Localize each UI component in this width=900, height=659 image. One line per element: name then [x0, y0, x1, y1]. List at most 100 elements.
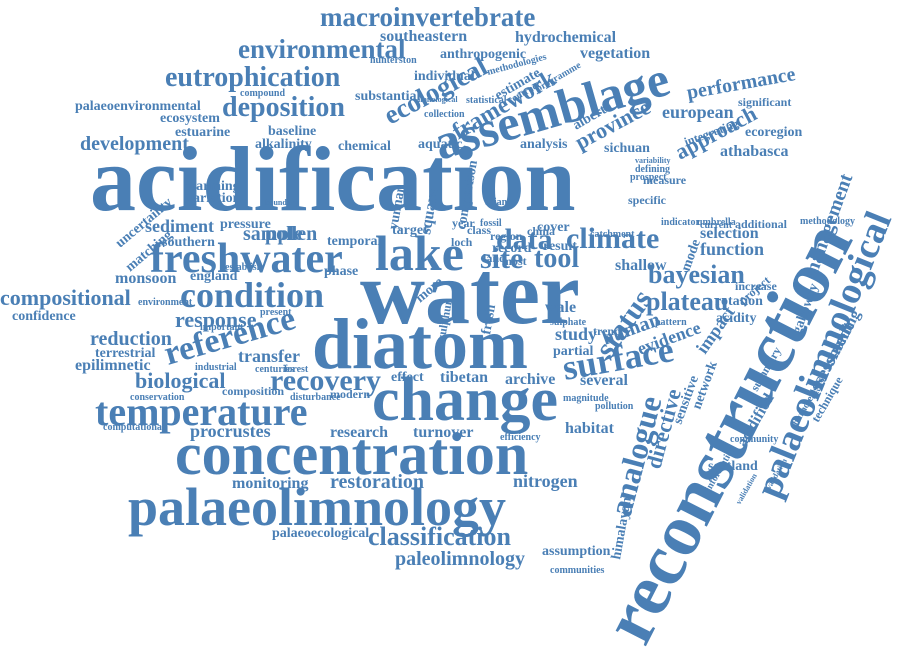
word-77: ecoregion	[745, 125, 802, 140]
word-100: significant	[738, 95, 791, 109]
word-62: function	[700, 239, 764, 259]
word-112: aquatic	[418, 137, 462, 152]
word-124: modern	[330, 387, 370, 401]
word-176: communities	[550, 565, 605, 576]
word-86: confidence	[12, 309, 76, 324]
word-177: sulphate	[550, 317, 587, 328]
word-143: wale	[545, 299, 576, 316]
word-150: result	[543, 239, 577, 254]
word-72: baseline	[268, 124, 316, 139]
word-3: change	[372, 366, 558, 434]
word-120: effect	[391, 370, 424, 385]
word-8: lake	[375, 225, 464, 281]
word-133: industrial	[195, 362, 237, 373]
word-5: concentration	[175, 421, 528, 487]
word-68: anthropogenic	[440, 47, 526, 62]
word-121: composition	[222, 384, 284, 398]
word-55: archive	[505, 371, 555, 388]
word-122: computational	[103, 422, 165, 433]
word-44: nitrogen	[513, 471, 578, 491]
word-79: ecosystem	[160, 111, 220, 126]
word-166: current	[700, 220, 733, 231]
word-73: chemical	[338, 139, 391, 154]
word-28: tool	[534, 243, 579, 274]
word-85: pressure	[220, 217, 271, 232]
word-30: plateau	[646, 287, 728, 316]
word-23: classification	[368, 522, 512, 551]
word-31: response	[175, 307, 257, 332]
word-11: condition	[180, 275, 324, 315]
word-37: development	[80, 133, 189, 155]
word-49: transfer	[238, 346, 300, 366]
word-128: acidity	[716, 311, 756, 326]
word-178: catchment	[590, 229, 635, 240]
word-154: asian	[485, 197, 508, 208]
word-160: compound	[240, 88, 285, 99]
word-152: china	[527, 224, 555, 238]
word-80: warming	[186, 179, 240, 194]
word-117: class	[467, 223, 491, 237]
word-18: deposition	[222, 92, 345, 123]
word-45: monitoring	[232, 475, 308, 492]
word-96: substantial	[355, 89, 420, 104]
word-149: most	[502, 254, 527, 268]
word-118: target	[392, 223, 428, 238]
word-66: southeastern	[380, 28, 467, 45]
word-51: research	[330, 424, 388, 441]
word-54: tibetan	[440, 369, 488, 386]
word-81: variation	[186, 191, 241, 206]
word-6: palaeolimnology	[128, 477, 506, 537]
word-70: palaeoenvironmental	[75, 99, 201, 114]
word-179: boundary	[265, 198, 298, 207]
word-76: athabasca	[720, 143, 788, 160]
word-147: year	[452, 216, 475, 230]
word-144: trend	[593, 324, 621, 338]
word-104: partial	[553, 344, 594, 359]
word-42: european	[662, 102, 734, 122]
word-65: rotation	[715, 294, 763, 309]
word-38: sediment	[145, 216, 214, 236]
word-141: sulphur	[434, 298, 455, 341]
word-50: procrustes	[190, 421, 271, 441]
word-93: assumption	[542, 544, 611, 559]
word-69: vegetation	[580, 45, 650, 62]
word-153: fossil	[480, 218, 502, 229]
word-82: monsoon	[115, 270, 176, 287]
word-163: prospect	[630, 172, 667, 183]
word-16: environmental	[238, 34, 406, 64]
word-89: habitat	[565, 420, 615, 437]
word-71: alkalinity	[255, 137, 312, 152]
word-53: study	[555, 324, 597, 344]
word-137: forest	[284, 364, 309, 375]
word-2: diatom	[312, 304, 528, 384]
word-174: magnitude	[563, 393, 609, 404]
word-32: compositional	[0, 285, 131, 310]
word-161: linnological	[418, 95, 458, 104]
word-14: eutrophication	[165, 62, 341, 93]
word-21: climate	[566, 222, 659, 255]
word-123: conservation	[130, 392, 185, 403]
word-10: temperature	[95, 389, 308, 434]
word-169: community	[730, 434, 778, 445]
word-125: disturbance	[290, 392, 341, 403]
word-115: region	[490, 229, 523, 243]
word-83: england	[190, 269, 238, 284]
word-129: measure	[643, 173, 687, 187]
word-136: centuries	[255, 364, 294, 375]
word-47: reduction	[90, 328, 172, 350]
word-114: cover	[537, 220, 570, 235]
word-175: efficiency	[500, 432, 541, 443]
word-9: freshwater	[150, 236, 343, 282]
word-138: environment	[138, 297, 193, 308]
word-164: defining	[635, 164, 670, 175]
word-151: pattern	[655, 317, 687, 328]
word-139: establish	[225, 262, 263, 273]
word-103: several	[580, 372, 629, 389]
word-156: collection	[424, 109, 465, 120]
word-84: southern	[162, 235, 215, 250]
word-48: sample	[243, 223, 303, 245]
word-155: statistical	[466, 95, 507, 106]
word-74: analysis	[520, 137, 568, 152]
word-135: present	[260, 307, 292, 318]
